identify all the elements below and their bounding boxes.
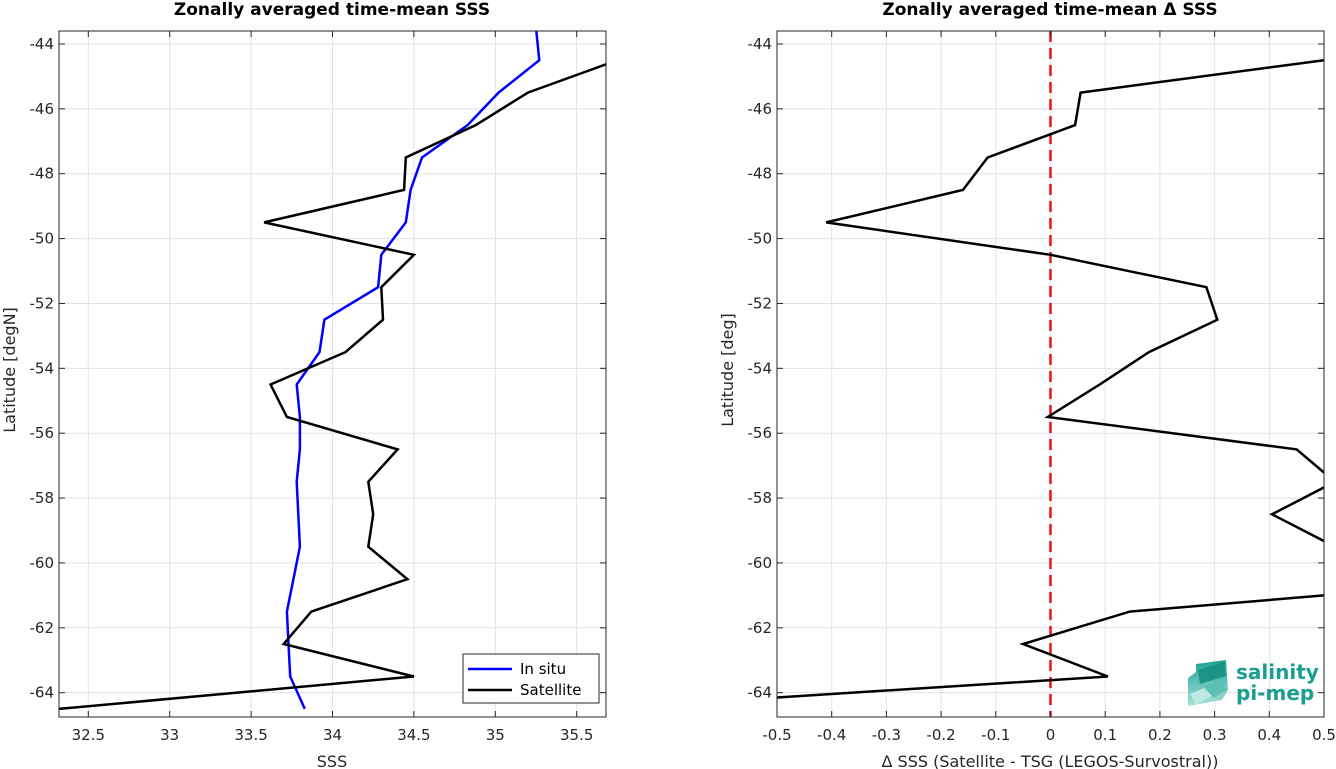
y-tick-label: -62 xyxy=(748,619,773,637)
panel-right: -0.5 -0.4 -0.3 -0.2 -0.1 0 0.1 0.2 0.3 0.4 0.5 -44 -… xyxy=(718,0,1336,769)
y-tick-label: -64 xyxy=(748,684,773,702)
legend-label-in-situ: In situ xyxy=(520,660,566,678)
x-tick-label: -0.4 xyxy=(817,726,846,744)
series-line-satellite xyxy=(59,62,606,711)
grid-left xyxy=(59,31,606,717)
x-tick-label: 33 xyxy=(160,726,179,744)
x-tick-label: 0.1 xyxy=(1093,726,1117,744)
y-tick-label: -48 xyxy=(30,165,55,183)
y-tick-label: -54 xyxy=(30,359,55,377)
x-tick-label: 35 xyxy=(486,726,505,744)
legend-box xyxy=(462,653,600,704)
panel-left: 32.5 33 33.5 34 34.5 35 35.5 -44 -46 -48 -50 -52 -54… xyxy=(0,0,607,769)
legend-label-satellite: Satellite xyxy=(520,681,581,699)
y-tick-label: -52 xyxy=(748,294,773,312)
x-tick-label: 0 xyxy=(1046,726,1056,744)
legend: In situ Satellite xyxy=(462,653,600,704)
y-tick-label: -54 xyxy=(748,359,773,377)
y-tick-label: -56 xyxy=(748,424,773,442)
x-tick-label: 34.5 xyxy=(397,726,430,744)
x-tick-label: 0.5 xyxy=(1312,726,1336,744)
series-right xyxy=(777,31,1324,717)
y-tick-label: -60 xyxy=(30,554,55,572)
y-tick-label: -60 xyxy=(748,554,773,572)
salinity-pi-mep-logo: salinity pi-mep xyxy=(1188,660,1319,706)
y-tick-label: -50 xyxy=(748,230,773,248)
y-tick-label: -46 xyxy=(748,100,773,118)
x-axis-label-right: Δ SSS (Satellite - TSG (LEGOS-Survostral… xyxy=(882,752,1219,769)
y-tick-label: -46 xyxy=(30,100,55,118)
x-tick-label: -0.1 xyxy=(981,726,1010,744)
x-tick-label: 33.5 xyxy=(234,726,267,744)
series-line-delta-sss xyxy=(777,58,1324,699)
x-tick-label: -0.5 xyxy=(762,726,791,744)
x-tick-label: -0.2 xyxy=(926,726,955,744)
y-tick-label: -56 xyxy=(30,424,55,442)
x-axis-label-left: SSS xyxy=(317,752,347,769)
x-tick-label: 0.2 xyxy=(1148,726,1172,744)
y-tick-label: -52 xyxy=(30,294,55,312)
x-tick-label: 0.3 xyxy=(1203,726,1227,744)
logo-mark-icon xyxy=(1188,660,1228,706)
y-tick-label: -44 xyxy=(30,35,55,53)
logo-text-pi-mep: pi-mep xyxy=(1236,681,1314,705)
y-tick-label: -64 xyxy=(30,684,55,702)
y-axis-label-left: Latitude [degN] xyxy=(0,307,19,433)
x-tick-label: 34 xyxy=(323,726,342,744)
series-left xyxy=(59,31,606,711)
y-tick-label: -50 xyxy=(30,230,55,248)
y-tick-label: -62 xyxy=(30,619,55,637)
chart-title-right: Zonally averaged time-mean Δ SSS xyxy=(882,0,1217,20)
logo-text-salinity: salinity xyxy=(1236,660,1319,684)
ticks-left: 32.5 33 33.5 34 34.5 35 35.5 -44 -46 -48 -50 -52 -54… xyxy=(30,31,606,744)
y-tick-label: -58 xyxy=(748,489,773,507)
chart-title-left: Zonally averaged time-mean SSS xyxy=(174,0,490,20)
y-axis-label-right: Latitude [deg] xyxy=(718,313,737,427)
x-tick-label: 32.5 xyxy=(72,726,105,744)
y-tick-label: -44 xyxy=(748,35,773,53)
x-tick-label: -0.3 xyxy=(872,726,901,744)
x-tick-label: 35.5 xyxy=(560,726,593,744)
x-tick-label: 0.4 xyxy=(1257,726,1281,744)
y-tick-label: -58 xyxy=(30,489,55,507)
ticks-right: -0.5 -0.4 -0.3 -0.2 -0.1 0 0.1 0.2 0.3 0.4 0.5 -44 -… xyxy=(748,31,1336,744)
y-tick-label: -48 xyxy=(748,165,773,183)
